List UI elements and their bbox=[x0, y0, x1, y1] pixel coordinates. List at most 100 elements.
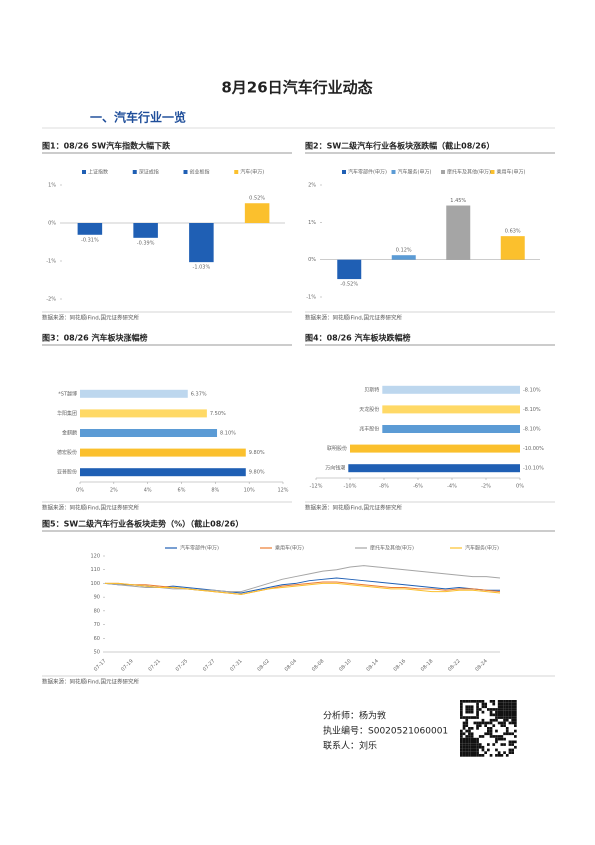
qr-module bbox=[503, 705, 506, 709]
legend-swatch bbox=[183, 170, 188, 174]
qr-module bbox=[460, 745, 463, 749]
qr-module bbox=[462, 727, 466, 730]
bar bbox=[80, 389, 188, 398]
x-tick-label: 07-19 bbox=[120, 658, 135, 673]
qr-module bbox=[462, 737, 466, 741]
qr-module bbox=[508, 743, 512, 746]
qr-module bbox=[511, 732, 514, 736]
bar bbox=[337, 259, 362, 280]
qr-module bbox=[468, 710, 471, 714]
qr-module bbox=[489, 729, 493, 733]
qr-module bbox=[484, 721, 487, 725]
x-tick-label: 08-08 bbox=[311, 658, 326, 673]
qr-module bbox=[492, 702, 496, 706]
qr-module bbox=[511, 751, 514, 754]
category-label: 天龙股份 bbox=[359, 406, 379, 413]
qr-module bbox=[465, 721, 469, 725]
qr-module bbox=[468, 743, 471, 746]
figure-title: 图3：08/26 汽车板块涨幅榜 bbox=[42, 333, 148, 343]
legend-swatch bbox=[234, 170, 239, 174]
qr-module bbox=[497, 713, 501, 717]
qr-module bbox=[514, 721, 517, 725]
x-tick-label: 07-31 bbox=[229, 658, 244, 673]
qr-module bbox=[500, 713, 504, 717]
qr-module bbox=[460, 729, 463, 733]
qr-module bbox=[495, 718, 498, 722]
qr-module bbox=[470, 743, 474, 746]
legend-label: 上证指数 bbox=[88, 169, 108, 176]
x-tick-label: -12% bbox=[310, 484, 323, 490]
legend-swatch bbox=[391, 170, 396, 174]
qr-module bbox=[470, 745, 474, 749]
qr-module bbox=[514, 705, 517, 709]
legend-label: 汽车(申万) bbox=[240, 169, 264, 176]
qr-module bbox=[476, 700, 479, 703]
qr-module bbox=[503, 737, 506, 741]
qr-module bbox=[495, 748, 498, 752]
qr-module bbox=[478, 721, 482, 725]
qr-module bbox=[514, 735, 517, 738]
qr-module bbox=[497, 700, 501, 703]
qr-module bbox=[500, 737, 504, 741]
qr-module bbox=[505, 708, 509, 711]
qr-module bbox=[489, 754, 493, 757]
qr-module bbox=[495, 710, 498, 714]
qr-module bbox=[505, 710, 509, 714]
license: 执业编号：S0020521060001 bbox=[323, 725, 448, 737]
legend-label: 汽车零部件(申万) bbox=[348, 169, 387, 176]
qr-module bbox=[481, 735, 485, 738]
qr-module bbox=[503, 700, 506, 703]
bar bbox=[80, 429, 218, 437]
qr-module bbox=[503, 702, 506, 706]
x-tick-label: 2% bbox=[110, 488, 118, 494]
qr-module bbox=[481, 754, 485, 757]
figure-title: 图2：SW二级汽车行业各板块涨跌幅（截止08/26） bbox=[305, 141, 494, 151]
qr-module bbox=[505, 713, 509, 717]
qr-module bbox=[481, 710, 485, 714]
qr-module bbox=[465, 708, 469, 711]
qr-module bbox=[514, 702, 517, 706]
qr-module bbox=[487, 748, 490, 752]
qr-module bbox=[465, 700, 469, 703]
legend-label: 汽车零部件(申万) bbox=[180, 545, 219, 552]
qr-module bbox=[478, 745, 482, 749]
qr-module bbox=[487, 732, 490, 736]
qr-module bbox=[484, 732, 487, 736]
qr-module bbox=[495, 754, 498, 757]
qr-module bbox=[487, 729, 490, 733]
qr-module bbox=[505, 700, 509, 703]
category-label: 德宏股份 bbox=[57, 449, 77, 456]
qr-module bbox=[478, 735, 482, 738]
qr-module bbox=[481, 748, 485, 752]
qr-module bbox=[503, 708, 506, 711]
source-note: 数据来源：同花顺iFind,国元证券研究所 bbox=[305, 314, 403, 322]
qr-module bbox=[484, 724, 487, 727]
qr-module bbox=[511, 721, 514, 725]
value-label: -0.31% bbox=[81, 237, 99, 243]
x-tick-label: -8% bbox=[379, 484, 389, 490]
qr-module bbox=[511, 743, 514, 746]
qr-module bbox=[470, 754, 474, 757]
qr-module bbox=[505, 754, 509, 757]
value-label: 0.52% bbox=[249, 196, 265, 202]
qr-module bbox=[460, 716, 463, 719]
y-tick-label: 0% bbox=[48, 221, 56, 227]
qr-module bbox=[511, 748, 514, 752]
qr-module bbox=[514, 716, 517, 719]
qr-module bbox=[492, 708, 496, 711]
qr-module bbox=[508, 708, 512, 711]
y-tick-label: -2% bbox=[46, 297, 56, 303]
qr-module bbox=[462, 700, 466, 703]
qr-module bbox=[508, 700, 512, 703]
legend-label: 汽车服务(申万) bbox=[465, 545, 499, 552]
qr-module bbox=[481, 718, 485, 722]
qr-module bbox=[476, 705, 479, 709]
y-tick-label: 60 bbox=[94, 636, 100, 642]
qr-module bbox=[465, 705, 469, 709]
qr-module bbox=[468, 708, 471, 711]
qr-module bbox=[489, 721, 493, 725]
qr-module bbox=[465, 740, 469, 744]
x-tick-label: 0% bbox=[516, 484, 524, 490]
qr-module bbox=[505, 718, 509, 722]
bar bbox=[350, 444, 520, 453]
